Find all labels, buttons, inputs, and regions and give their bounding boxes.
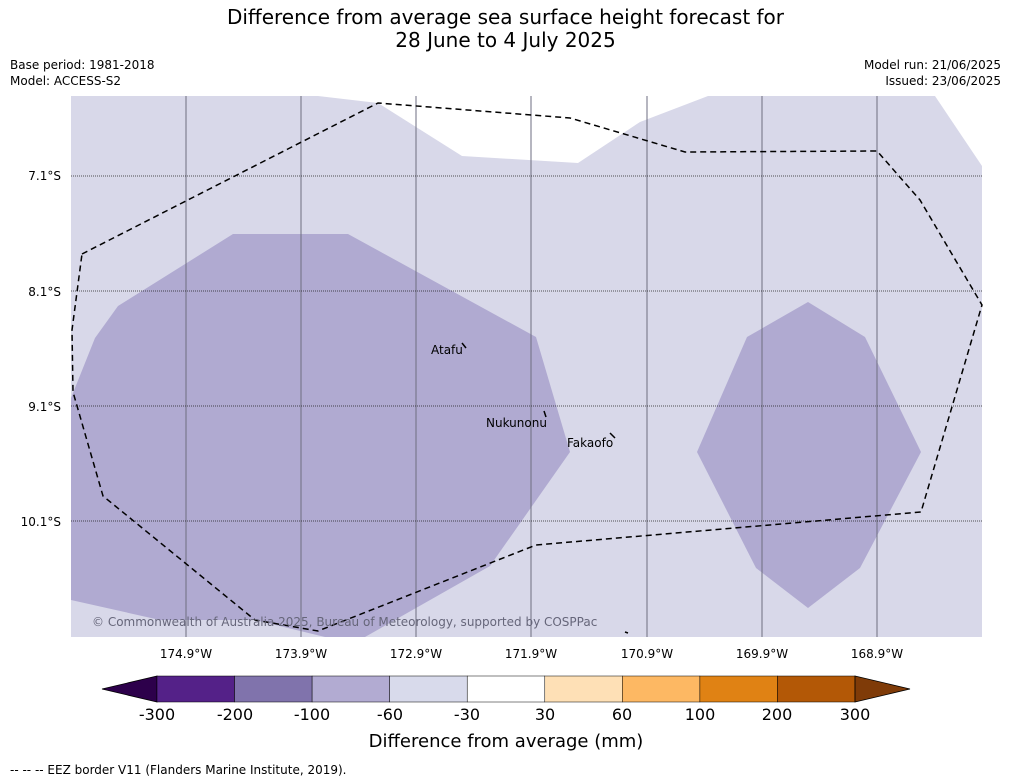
- lon-label: 168.9°W: [851, 647, 903, 661]
- colorbar-segment: [622, 675, 701, 703]
- lon-label: 172.9°W: [390, 647, 442, 661]
- colorbar-tick: 300: [840, 705, 871, 724]
- colorbar-tick: -100: [294, 705, 330, 724]
- colorbar-tick: 100: [685, 705, 716, 724]
- lon-label: 173.9°W: [275, 647, 327, 661]
- colorbar-segment: [389, 675, 468, 703]
- colorbar: [101, 675, 911, 703]
- colorbar-tick: 60: [612, 705, 632, 724]
- chart-title: Difference from average sea surface heig…: [0, 6, 1011, 52]
- colorbar-tick: -30: [454, 705, 480, 724]
- colorbar-extend-min: [101, 675, 158, 703]
- lat-label: 10.1°S: [21, 515, 61, 529]
- legend-footer: -- -- -- EEZ border V11 (Flanders Marine…: [10, 763, 347, 777]
- colorbar-segment: [544, 675, 623, 703]
- island-markers: [461, 342, 629, 634]
- base-period-label: Base period: 1981-2018: [10, 58, 155, 72]
- title-line-1: Difference from average sea surface heig…: [226, 5, 785, 29]
- lat-label: 9.1°S: [28, 400, 61, 414]
- colorbar-tick: -200: [217, 705, 253, 724]
- colorbar-tick: 30: [535, 705, 555, 724]
- colorbar-segment: [466, 675, 546, 703]
- negative-anomaly-region-west: [71, 234, 570, 637]
- lat-label: 8.1°S: [28, 285, 61, 299]
- copyright-notice: © Commonwealth of Australia 2025, Bureau…: [92, 615, 597, 629]
- lon-label: 169.9°W: [736, 647, 788, 661]
- colorbar-tick: -300: [139, 705, 175, 724]
- place-label-atafu: Atafu: [431, 343, 463, 357]
- colorbar-segment: [156, 675, 235, 703]
- colorbar-extend-max: [854, 675, 911, 703]
- place-label-nukunonu: Nukunonu: [486, 416, 547, 430]
- lat-label: 7.1°S: [28, 169, 61, 183]
- place-label-fakaofo: Fakaofo: [567, 436, 613, 450]
- model-run-label: Model run: 21/06/2025: [863, 58, 1001, 72]
- lon-label: 170.9°W: [621, 647, 673, 661]
- nukunonu-marker: [543, 410, 547, 418]
- meridian-lines: [185, 96, 878, 637]
- fakaofo-marker: [609, 432, 616, 439]
- colorbar-segment: [777, 675, 856, 703]
- colorbar-tick: -60: [377, 705, 403, 724]
- negative-anomaly-region-east: [697, 302, 921, 608]
- model-label: Model: ACCESS-S2: [10, 74, 122, 88]
- colorbar-tick: 200: [762, 705, 793, 724]
- neutral-corner: [935, 96, 982, 166]
- meta-left: Base period: 1981-2018 Model: ACCESS-S2: [10, 57, 155, 89]
- issued-label: Issued: 23/06/2025: [885, 74, 1001, 88]
- eez-border: [71, 102, 983, 632]
- meta-right: Model run: 21/06/2025 Issued: 23/06/2025: [864, 57, 1001, 89]
- colorbar-segment: [699, 675, 778, 703]
- lon-label: 171.9°W: [505, 647, 557, 661]
- title-line-2: 28 June to 4 July 2025: [395, 28, 616, 52]
- atafu-marker: [461, 342, 467, 349]
- colorbar-segment: [234, 675, 313, 703]
- island-marker-small: [624, 631, 629, 634]
- colorbar-segment: [311, 675, 390, 703]
- lon-label: 174.9°W: [160, 647, 212, 661]
- colorbar-label: Difference from average (mm): [369, 731, 644, 752]
